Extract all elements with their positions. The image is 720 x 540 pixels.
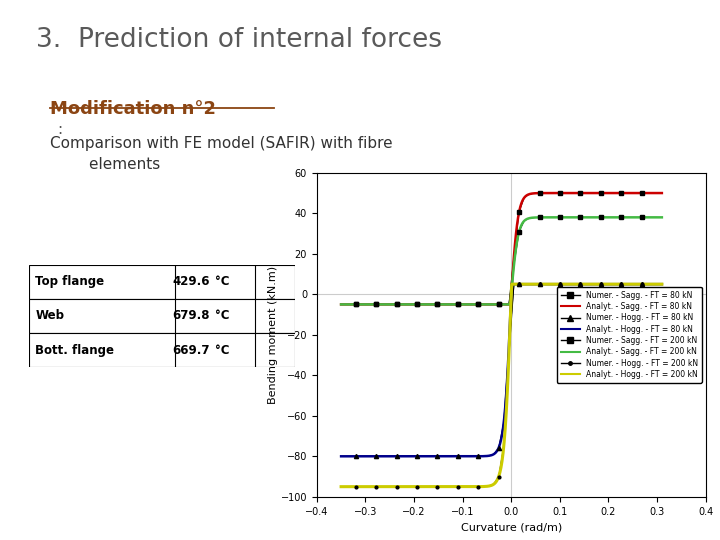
Bar	[29, 333, 295, 367]
Text: 679.8: 679.8	[173, 309, 210, 322]
Text: Modification n°2: Modification n°2	[50, 100, 217, 118]
X-axis label: Curvature (rad/m): Curvature (rad/m)	[461, 522, 562, 532]
Y-axis label: Bending moment (kN.m): Bending moment (kN.m)	[268, 266, 278, 404]
Text: °C: °C	[215, 343, 230, 356]
Legend: Numer. - Sagg. - FT = 80 kN, Analyt. - Sagg. - FT = 80 kN, Numer. - Hogg. - FT =: Numer. - Sagg. - FT = 80 kN, Analyt. - S…	[557, 287, 702, 383]
Text: °C: °C	[215, 275, 230, 288]
Text: elements: elements	[50, 157, 161, 172]
Text: 38: 38	[12, 68, 28, 82]
Bar	[29, 299, 295, 333]
Text: Top flange: Top flange	[35, 275, 104, 288]
Text: Bott. flange: Bott. flange	[35, 343, 114, 356]
Text: 429.6: 429.6	[173, 275, 210, 288]
Text: 669.7: 669.7	[173, 343, 210, 356]
Text: °C: °C	[215, 309, 230, 322]
Text: 3.  Prediction of internal forces: 3. Prediction of internal forces	[36, 27, 442, 53]
Bar	[29, 265, 295, 299]
Text: :: :	[58, 122, 63, 137]
Text: Comparison with FE model (SAFIR) with fibre: Comparison with FE model (SAFIR) with fi…	[50, 136, 393, 151]
Text: Web: Web	[35, 309, 65, 322]
